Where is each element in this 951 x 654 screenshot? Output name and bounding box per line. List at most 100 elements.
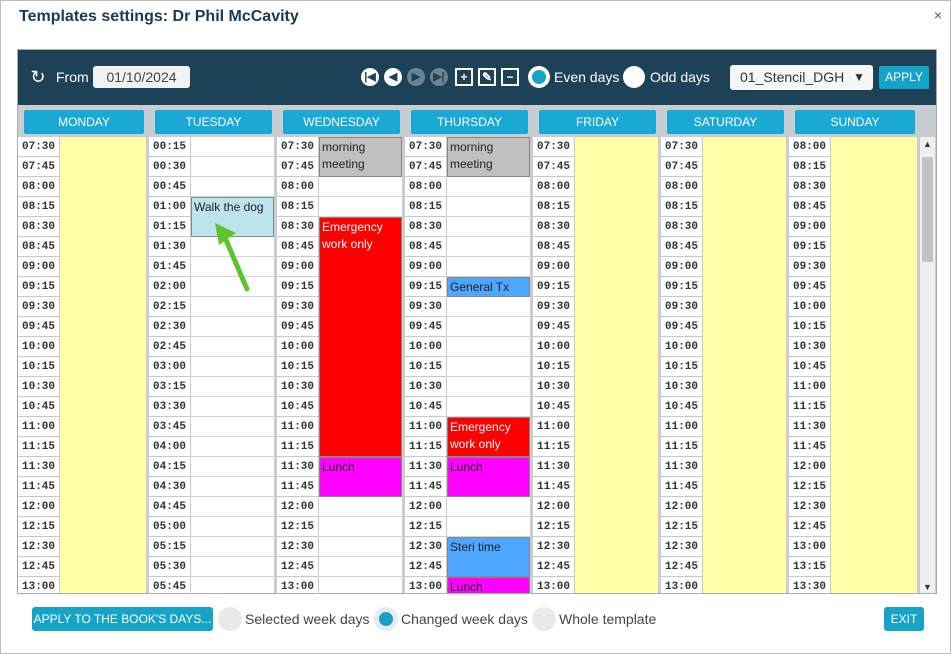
refresh-icon[interactable]: ↻ [30, 67, 46, 87]
slot-cell[interactable] [575, 257, 658, 277]
slot-cell[interactable] [447, 237, 530, 257]
slot-cell[interactable] [831, 437, 917, 457]
slot-cell[interactable] [60, 177, 146, 197]
day-header-friday[interactable]: FRIDAY [539, 110, 656, 134]
selected-week-days-radio[interactable] [218, 607, 242, 631]
slot-cell[interactable] [831, 337, 917, 357]
apply-button[interactable]: APPLY [879, 66, 929, 89]
slot-cell[interactable] [831, 317, 917, 337]
morning-meeting-event[interactable]: morning meeting [319, 137, 402, 177]
slot-cell[interactable] [831, 137, 917, 157]
slot-cell[interactable] [575, 517, 658, 537]
slot-cell[interactable] [60, 197, 146, 217]
slot-cell[interactable] [191, 457, 274, 477]
slot-cell[interactable] [703, 197, 786, 217]
slot-cell[interactable] [831, 517, 917, 537]
slot-cell[interactable] [703, 477, 786, 497]
slot-cell[interactable] [60, 437, 146, 457]
slot-cell[interactable] [831, 417, 917, 437]
slot-cell[interactable] [191, 477, 274, 497]
slot-cell[interactable] [191, 537, 274, 557]
slot-cell[interactable] [575, 477, 658, 497]
slot-cell[interactable] [703, 277, 786, 297]
slot-cell[interactable] [60, 477, 146, 497]
slot-cell[interactable] [447, 257, 530, 277]
slot-cell[interactable] [703, 577, 786, 593]
morning-meeting-event[interactable]: morning meeting [447, 137, 530, 177]
odd-days-radio[interactable] [623, 66, 645, 88]
slot-cell[interactable] [191, 417, 274, 437]
previous-icon[interactable]: ◀ [384, 68, 402, 86]
next-icon[interactable]: ▶ [407, 68, 425, 86]
slot-cell[interactable] [191, 177, 274, 197]
slot-cell[interactable] [191, 337, 274, 357]
slot-cell[interactable] [575, 557, 658, 577]
slot-cell[interactable] [575, 537, 658, 557]
day-header-thursday[interactable]: THURSDAY [411, 110, 528, 134]
whole-template-radio[interactable] [532, 607, 556, 631]
slot-cell[interactable] [575, 377, 658, 397]
slot-cell[interactable] [831, 157, 917, 177]
slot-cell[interactable] [703, 237, 786, 257]
even-days-radio[interactable] [528, 66, 550, 88]
slot-cell[interactable] [60, 517, 146, 537]
slot-cell[interactable] [703, 517, 786, 537]
emergency-work-event[interactable]: Emergency work only [447, 417, 530, 457]
slot-cell[interactable] [60, 257, 146, 277]
scrollbar-thumb[interactable] [922, 157, 933, 262]
edit-icon[interactable]: ✎ [478, 68, 496, 86]
slot-cell[interactable] [575, 417, 658, 437]
slot-cell[interactable] [831, 377, 917, 397]
slot-cell[interactable] [319, 517, 402, 537]
slot-cell[interactable] [60, 237, 146, 257]
first-page-icon[interactable]: |◀ [361, 68, 379, 86]
steri-time-event[interactable]: Steri time [447, 537, 530, 577]
slot-cell[interactable] [575, 197, 658, 217]
slot-cell[interactable] [191, 377, 274, 397]
from-date-input[interactable]: 01/10/2024 [93, 66, 190, 88]
slot-cell[interactable] [831, 537, 917, 557]
slot-cell[interactable] [447, 197, 530, 217]
slot-cell[interactable] [447, 217, 530, 237]
day-header-tuesday[interactable]: TUESDAY [155, 110, 272, 134]
walk-the-dog-event[interactable]: Walk the dog [191, 197, 274, 237]
slot-cell[interactable] [831, 297, 917, 317]
slot-cell[interactable] [575, 157, 658, 177]
slot-cell[interactable] [60, 137, 146, 157]
slot-cell[interactable] [60, 537, 146, 557]
slot-cell[interactable] [191, 577, 274, 593]
slot-cell[interactable] [60, 357, 146, 377]
slot-cell[interactable] [703, 337, 786, 357]
slot-cell[interactable] [703, 157, 786, 177]
slot-cell[interactable] [831, 497, 917, 517]
remove-icon[interactable]: − [501, 68, 519, 86]
slot-cell[interactable] [319, 537, 402, 557]
slot-cell[interactable] [703, 177, 786, 197]
slot-cell[interactable] [575, 357, 658, 377]
slot-cell[interactable] [319, 497, 402, 517]
slot-cell[interactable] [703, 537, 786, 557]
scroll-down-icon[interactable]: ▼ [923, 582, 932, 592]
slot-cell[interactable] [575, 317, 658, 337]
day-header-sunday[interactable]: SUNDAY [795, 110, 915, 134]
slot-cell[interactable] [60, 317, 146, 337]
slot-cell[interactable] [575, 497, 658, 517]
slot-cell[interactable] [447, 497, 530, 517]
slot-cell[interactable] [447, 397, 530, 417]
slot-cell[interactable] [447, 357, 530, 377]
scroll-up-icon[interactable]: ▲ [923, 139, 932, 149]
slot-cell[interactable] [575, 217, 658, 237]
slot-cell[interactable] [447, 377, 530, 397]
slot-cell[interactable] [703, 217, 786, 237]
slot-cell[interactable] [703, 497, 786, 517]
slot-cell[interactable] [191, 277, 274, 297]
slot-cell[interactable] [831, 477, 917, 497]
slot-cell[interactable] [831, 577, 917, 593]
slot-cell[interactable] [703, 397, 786, 417]
slot-cell[interactable] [319, 197, 402, 217]
slot-cell[interactable] [575, 437, 658, 457]
slot-cell[interactable] [831, 357, 917, 377]
slot-cell[interactable] [703, 557, 786, 577]
slot-cell[interactable] [575, 277, 658, 297]
slot-cell[interactable] [319, 577, 402, 593]
